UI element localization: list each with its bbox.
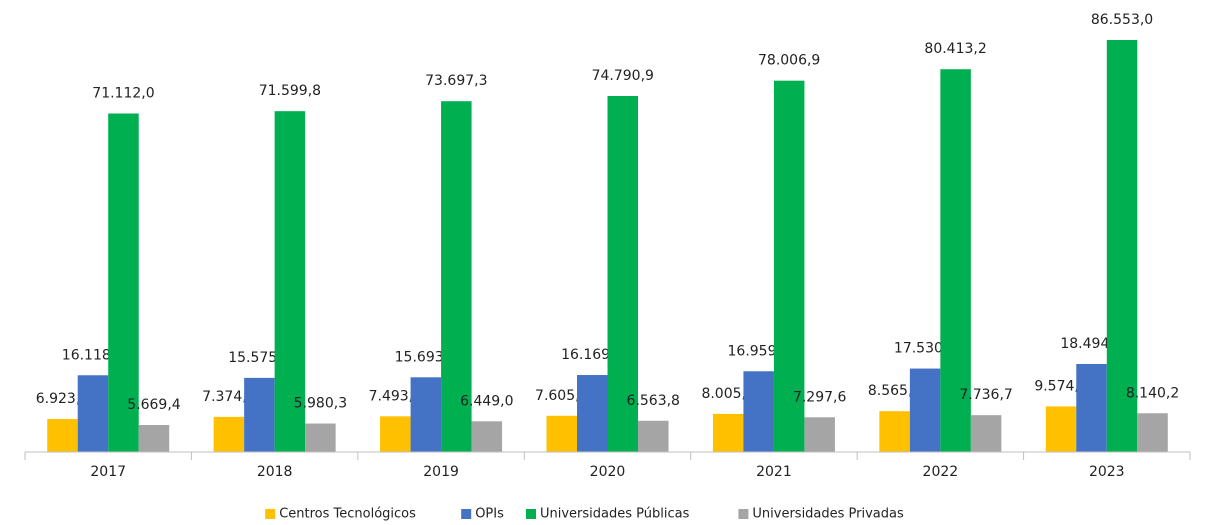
legend-swatch [738,509,749,519]
x-tick-label: 2020 [590,464,626,480]
bar [471,421,503,452]
x-tick-label: 2023 [1089,464,1125,480]
data-label: 74.790,9 [592,68,654,84]
bar [244,377,275,452]
x-tick-label: 2017 [90,464,126,480]
bar [970,415,1002,452]
legend-swatch [461,509,472,519]
bar [410,377,442,452]
bar [108,113,139,452]
bar [638,420,669,452]
bar [1106,40,1138,452]
legend-label: Universidades Privadas [752,507,904,522]
bar [213,416,245,452]
data-label: 9.574,2 [1034,378,1087,394]
bar [1045,406,1077,452]
data-label: 7.493,2 [369,388,422,404]
x-tick-label: 2019 [423,464,459,480]
bar [879,411,910,452]
bar [804,417,835,452]
data-label: 6.449,0 [460,393,513,409]
data-label: 73.697,3 [425,73,487,89]
bar [773,80,805,452]
x-tick-label: 2022 [923,464,959,480]
data-label: 7.605,7 [535,388,588,404]
bar [743,371,774,452]
data-label: 71.599,8 [259,83,321,99]
data-label: 7.297,6 [793,389,847,405]
data-label: 78.006,9 [758,53,820,69]
legend-label: Universidades Públicas [540,507,690,522]
data-label: 7.736,7 [959,387,1012,403]
data-label: 6.563,8 [627,393,680,409]
legend-label: Centros Tecnológicos [279,507,416,522]
data-label: 6.923,7 [36,391,89,407]
bar [1137,413,1168,452]
bar [577,375,608,452]
data-label: 5.669,4 [127,397,181,413]
bar [305,423,336,452]
data-label: 8.140,2 [1126,385,1179,401]
legend-swatch [265,509,276,519]
data-label: 8.565,8 [868,383,921,399]
legend-label: OPIs [475,507,504,522]
bar [712,413,744,452]
bar [47,419,78,452]
data-label: 7.374,6 [202,389,256,405]
bar [274,111,306,453]
bar [940,69,971,452]
legend-swatch [526,509,536,519]
x-tick-label: 2018 [257,464,293,480]
bar [380,416,411,452]
bar [441,101,472,452]
data-label: 86.553,0 [1091,12,1153,28]
bar [607,95,638,452]
data-label: 71.112,0 [92,86,154,102]
bar [1076,363,1107,452]
bar [138,425,170,452]
data-label: 5.980,3 [294,396,347,412]
bar [77,375,109,452]
data-label: 8.005,9 [701,386,754,402]
data-label: 80.413,2 [924,41,986,57]
bar [909,368,941,452]
x-tick-label: 2021 [756,464,792,480]
bar [546,415,577,452]
